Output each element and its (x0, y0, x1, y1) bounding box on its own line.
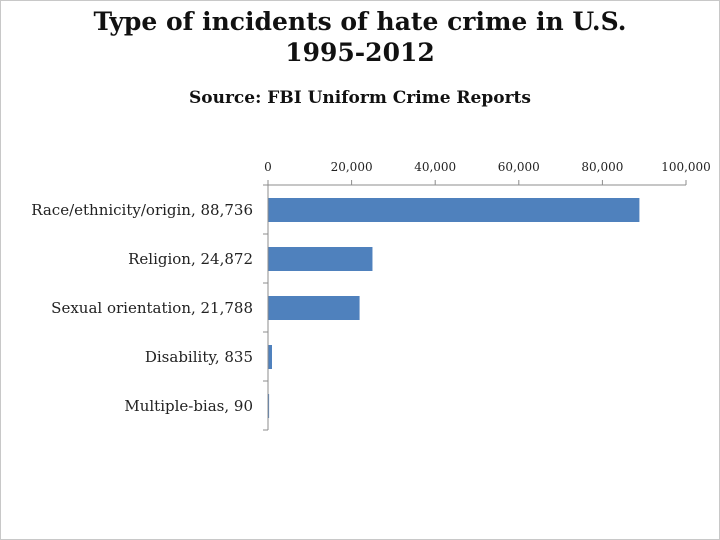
bar (268, 394, 270, 418)
chart-subtitle: Source: FBI Uniform Crime Reports (189, 88, 531, 108)
x-tick-label: 60,000 (498, 160, 540, 174)
bar (268, 345, 272, 369)
x-tick-label: 20,000 (331, 160, 373, 174)
bar (268, 247, 373, 271)
bar (268, 198, 640, 222)
x-tick-label: 80,000 (581, 160, 623, 174)
category-label: Sexual orientation, 21,788 (51, 299, 253, 317)
x-tick-label: 40,000 (414, 160, 456, 174)
chart-title-line-2: 1995-2012 (285, 38, 435, 67)
category-label: Disability, 835 (145, 348, 253, 366)
category-label: Religion, 24,872 (128, 250, 253, 268)
category-label: Race/ethnicity/origin, 88,736 (31, 201, 253, 219)
x-tick-label: 100,000 (661, 160, 711, 174)
x-tick-label: 0 (264, 160, 272, 174)
category-label: Multiple-bias, 90 (124, 397, 253, 415)
bar (268, 296, 360, 320)
chart-title: Type of incidents of hate crime in U.S. … (0, 6, 720, 68)
chart-title-line-1: Type of incidents of hate crime in U.S. (93, 7, 627, 36)
